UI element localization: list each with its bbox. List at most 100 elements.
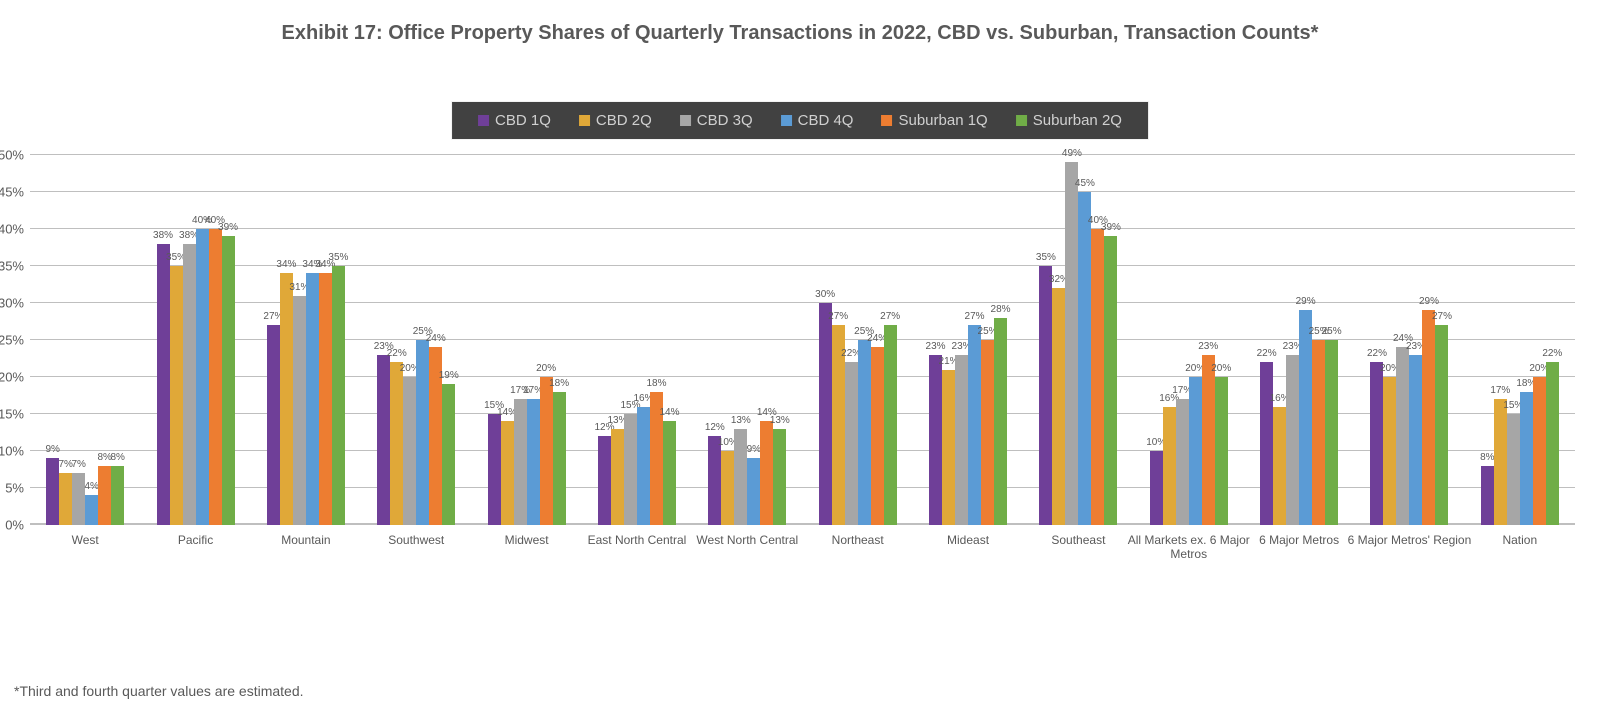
bar: 15%: [1507, 414, 1520, 525]
legend-label: CBD 3Q: [697, 112, 753, 129]
bar-rect: [1065, 162, 1078, 525]
bar: 13%: [734, 429, 747, 525]
gridline: [30, 413, 1575, 414]
bar-rect: [845, 362, 858, 525]
bar-rect: [1202, 355, 1215, 525]
legend-item: Suburban 1Q: [881, 112, 987, 129]
bar: 15%: [624, 414, 637, 525]
bar: 27%: [267, 325, 280, 525]
bar-value-label: 8%: [110, 452, 124, 463]
bar: 39%: [1104, 236, 1117, 525]
ytick-label: 25%: [0, 333, 24, 348]
bar-rect: [403, 377, 416, 525]
ytick-label: 30%: [0, 296, 24, 311]
bar-value-label: 22%: [1257, 348, 1277, 359]
bar-value-label: 7%: [71, 459, 85, 470]
bar-rect: [72, 473, 85, 525]
legend-swatch: [478, 115, 489, 126]
bar-rect: [760, 421, 773, 525]
bar: 31%: [293, 296, 306, 525]
bar-rect: [1052, 288, 1065, 525]
bar-rect: [209, 229, 222, 525]
bar-group: 8%17%15%18%20%22%Nation: [1481, 362, 1559, 525]
bar-value-label: 13%: [770, 415, 790, 426]
bar: 14%: [760, 421, 773, 525]
bar-value-label: 4%: [84, 481, 98, 492]
bar-value-label: 34%: [276, 259, 296, 270]
bar: 27%: [1435, 325, 1448, 525]
bar-value-label: 22%: [387, 348, 407, 359]
bar-rect: [611, 429, 624, 525]
bar: 28%: [994, 318, 1007, 525]
bar-rect: [1533, 377, 1546, 525]
ytick-label: 15%: [0, 407, 24, 422]
bar-value-label: 19%: [439, 370, 459, 381]
legend-label: Suburban 2Q: [1033, 112, 1122, 129]
bar-group: 12%10%13%9%14%13%West North Central: [708, 421, 786, 525]
office-share-chart: Exhibit 17: Office Property Shares of Qu…: [0, 0, 1600, 705]
bar-group: 9%7%7%4%8%8%West: [46, 458, 124, 525]
bar: 16%: [637, 407, 650, 525]
bar: 40%: [1091, 229, 1104, 525]
bar: 27%: [884, 325, 897, 525]
legend-label: CBD 2Q: [596, 112, 652, 129]
bar: 20%: [1383, 377, 1396, 525]
bar-rect: [734, 429, 747, 525]
legend-label: Suburban 1Q: [898, 112, 987, 129]
bar-value-label: 23%: [1198, 341, 1218, 352]
bar: 20%: [403, 377, 416, 525]
bar-rect: [721, 451, 734, 525]
bar-rect: [280, 273, 293, 525]
bar: 39%: [222, 236, 235, 525]
legend-swatch: [881, 115, 892, 126]
bar-rect: [1286, 355, 1299, 525]
bar: 21%: [942, 370, 955, 525]
bar-rect: [319, 273, 332, 525]
bar-rect: [1435, 325, 1448, 525]
footer-note: *Third and fourth quarter values are est…: [14, 683, 304, 699]
ytick-label: 10%: [0, 444, 24, 459]
gridline: [30, 339, 1575, 340]
bar-group: 27%34%31%34%34%35%Mountain: [267, 266, 345, 525]
bar-rect: [663, 421, 676, 525]
bar-value-label: 29%: [1296, 296, 1316, 307]
bar: 40%: [196, 229, 209, 525]
bar-rect: [773, 429, 786, 525]
bar: 34%: [280, 273, 293, 525]
bar: 17%: [1494, 399, 1507, 525]
bar: 35%: [332, 266, 345, 525]
bar-value-label: 49%: [1062, 148, 1082, 159]
bar-rect: [488, 414, 501, 525]
bar-value-label: 35%: [1036, 252, 1056, 263]
bar-rect: [553, 392, 566, 525]
bar: 24%: [871, 347, 884, 525]
bar-rect: [293, 296, 306, 525]
bar: 32%: [1052, 288, 1065, 525]
bar: 23%: [377, 355, 390, 525]
bar: 17%: [527, 399, 540, 525]
x-category-label: Nation: [1440, 525, 1600, 547]
bar-value-label: 35%: [328, 252, 348, 263]
bar: 18%: [553, 392, 566, 525]
gridline: [30, 302, 1575, 303]
bar: 22%: [845, 362, 858, 525]
ytick-label: 50%: [0, 148, 24, 163]
bar-value-label: 9%: [45, 444, 59, 455]
bar-group: 23%22%20%25%24%19%Southwest: [377, 340, 455, 525]
plot-area: 0%5%10%15%20%25%30%35%40%45%50%9%7%7%4%8…: [30, 155, 1575, 525]
bar: 25%: [858, 340, 871, 525]
bar-rect: [1312, 340, 1325, 525]
bar-rect: [1104, 236, 1117, 525]
bar-rect: [1520, 392, 1533, 525]
bar-rect: [1396, 347, 1409, 525]
bar: 23%: [1286, 355, 1299, 525]
bar: 27%: [968, 325, 981, 525]
bar-rect: [85, 495, 98, 525]
bar-value-label: 39%: [1101, 222, 1121, 233]
bar-rect: [929, 355, 942, 525]
bar-rect: [858, 340, 871, 525]
bar-value-label: 30%: [815, 289, 835, 300]
bar: 9%: [46, 458, 59, 525]
bar: 7%: [59, 473, 72, 525]
bar-group: 10%16%17%20%23%20%All Markets ex. 6 Majo…: [1150, 355, 1228, 525]
